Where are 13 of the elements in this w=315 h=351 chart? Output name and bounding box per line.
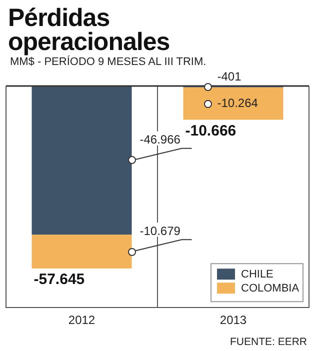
data-label: -10.264 <box>217 96 258 110</box>
source-note: FUENTE: EERR <box>230 336 307 348</box>
chart-title: Pérdidas operacionales <box>8 4 171 56</box>
total-label: -57.645 <box>34 271 85 288</box>
legend-label: CHILE <box>241 268 274 281</box>
data-label: -10.679 <box>140 224 181 238</box>
legend-label: COLOMBIA <box>241 282 300 295</box>
x-tick-label: 2012 <box>68 313 96 328</box>
x-tick-label: 2013 <box>220 313 247 328</box>
data-label: -46.966 <box>140 132 181 147</box>
data-label: -401 <box>217 69 242 84</box>
total-label: -10.666 <box>185 122 236 140</box>
chart-subtitle: MM$ - PERÍODO 9 MESES AL III TRIM. <box>10 56 208 68</box>
